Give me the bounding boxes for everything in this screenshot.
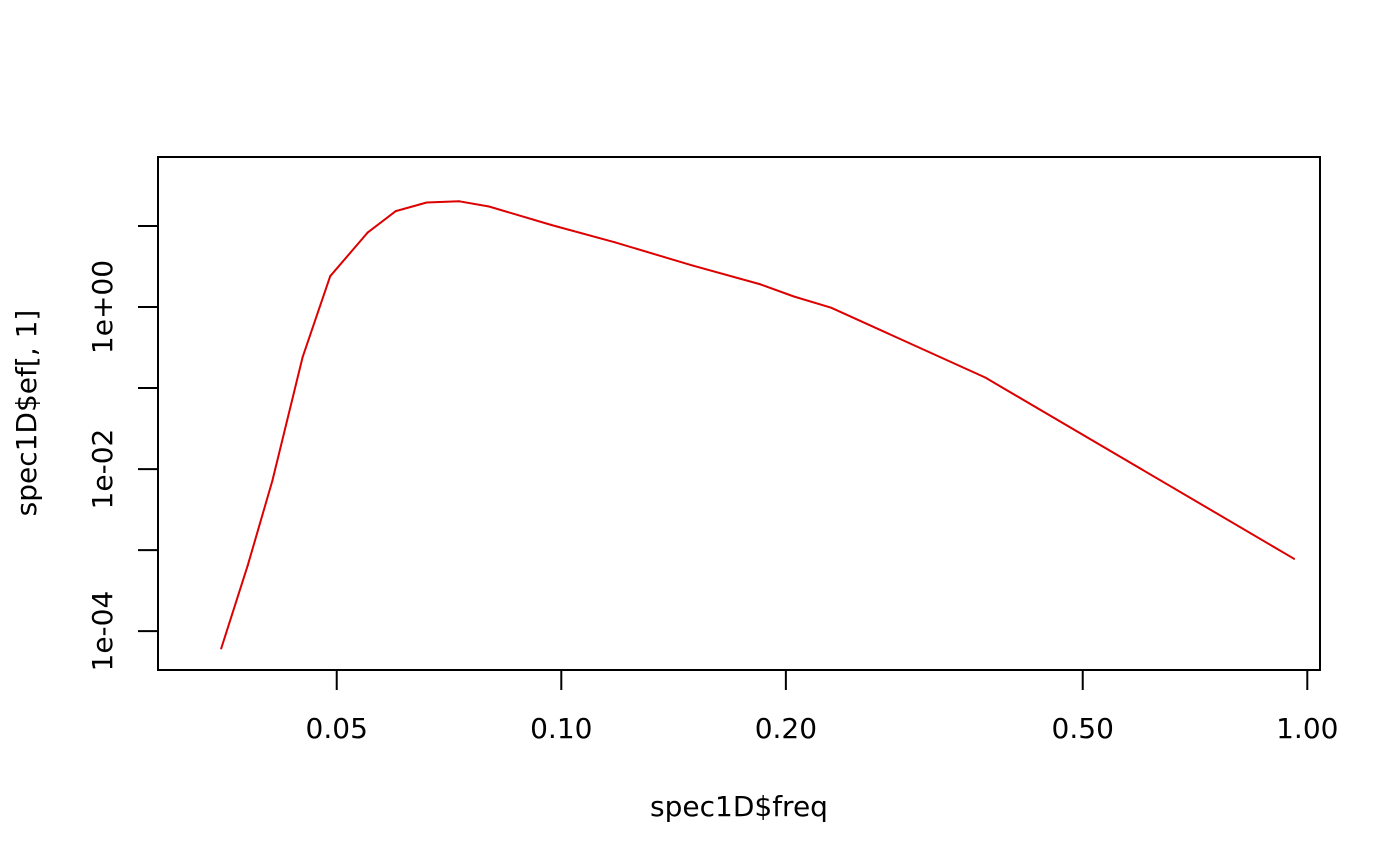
data-point [691,264,694,267]
data-point [1293,557,1296,560]
x-axis: 0.05 0.10 0.20 0.50 1.00 [306,669,1338,745]
y-axis-label: spec1D$ef[, 1] [10,310,43,517]
x-tick-label: 1.00 [1276,712,1338,745]
data-point [792,295,795,298]
data-point [458,200,461,203]
y-tick-label: 1e-04 [86,591,119,672]
plot-frame [157,156,1321,671]
data-point [984,376,987,379]
data-point [366,231,369,234]
data-point [425,201,428,204]
x-tick-label: 0.20 [755,712,817,745]
data-point [246,564,249,567]
x-tick-label: 0.50 [1052,712,1114,745]
series-layer [220,200,1296,650]
x-tick-label: 0.10 [530,712,592,745]
data-point [830,306,833,309]
y-tick-label: 1e+00 [86,260,119,354]
data-point [394,210,397,213]
y-axis: 1e-04 1e-02 1e+00 [86,225,159,672]
data-point [271,479,274,482]
data-point [550,223,553,226]
x-axis-label: spec1D$freq [650,790,828,823]
data-point [301,356,304,359]
data-point [487,205,490,208]
data-point [613,241,616,244]
data-point [220,647,223,650]
x-tick-label: 0.05 [306,712,368,745]
data-point [759,283,762,286]
series-line [220,200,1295,649]
y-tick-label: 1e-02 [86,429,119,510]
data-point [329,275,332,278]
